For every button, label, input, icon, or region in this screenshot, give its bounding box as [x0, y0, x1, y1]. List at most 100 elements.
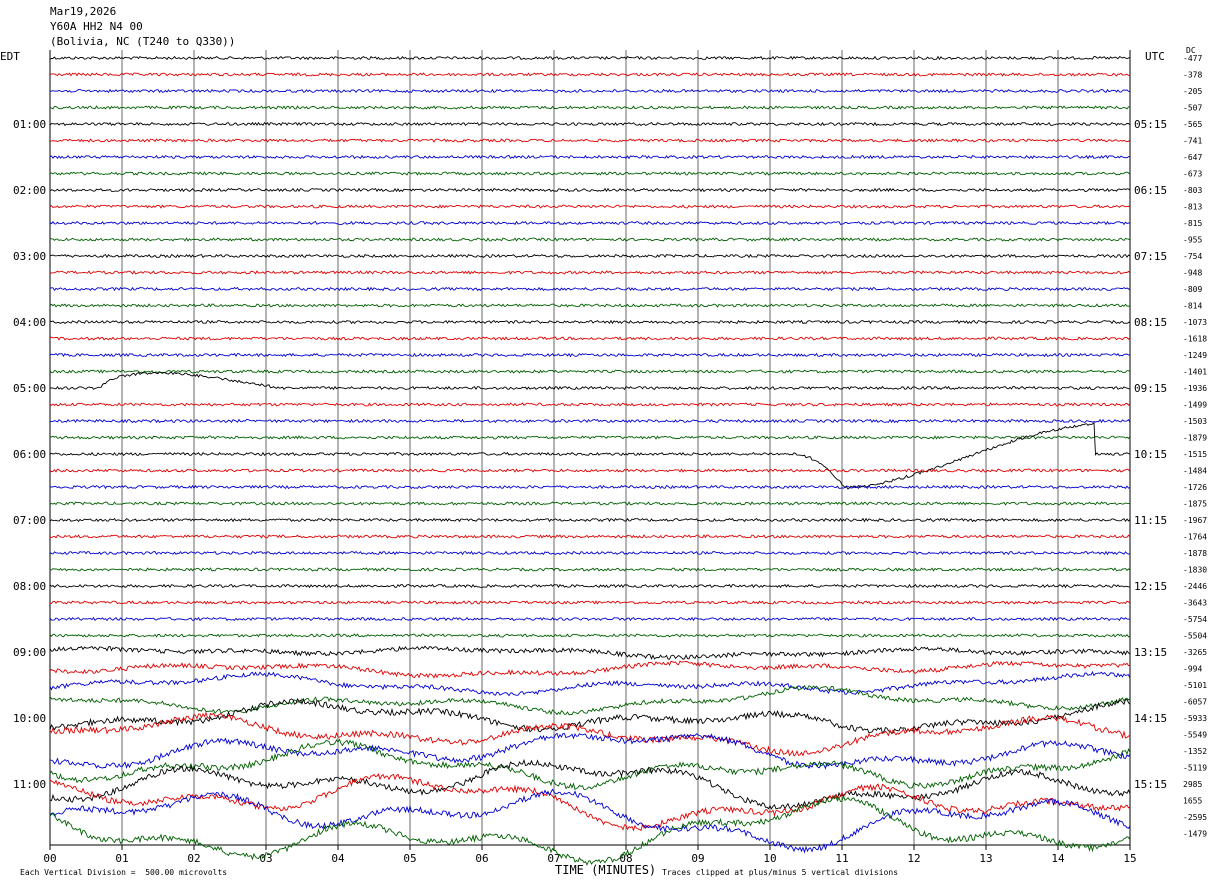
right-hour-label: 09:15 [1134, 382, 1167, 395]
trace-37 [49, 660, 1131, 679]
dc-offset-label: -5754 [1183, 615, 1207, 624]
trace-47 [49, 794, 1131, 867]
dc-offset-label: -948 [1183, 269, 1202, 278]
trace-11 [49, 237, 1131, 242]
trace-24 [49, 421, 1131, 490]
left-axis-title: EDT [0, 50, 20, 63]
dc-offset-label: -809 [1183, 285, 1202, 294]
dc-offset-label: -6057 [1183, 698, 1207, 707]
dc-offset-label: -815 [1183, 219, 1202, 228]
trace-28 [49, 517, 1131, 523]
header-date: Mar19,2026 [50, 5, 117, 18]
left-hour-label: 04:00 [13, 316, 46, 329]
x-tick-label: 06 [475, 852, 488, 865]
trace-1 [49, 72, 1131, 77]
trace-44 [49, 758, 1131, 811]
dc-offset-label: 1655 [1183, 797, 1202, 806]
right-axis-title: UTC [1145, 50, 1165, 63]
trace-16 [49, 319, 1131, 325]
dc-offset-label: -378 [1183, 71, 1202, 80]
dc-offset-label: -1764 [1183, 533, 1207, 542]
dc-offset-label: 2985 [1183, 780, 1202, 789]
trace-15 [49, 303, 1131, 308]
x-tick-label: 14 [1051, 852, 1065, 865]
trace-32 [49, 583, 1131, 589]
dc-offset-label: -205 [1183, 87, 1202, 96]
dc-offset-label: -5119 [1183, 764, 1207, 773]
left-hour-label: 03:00 [13, 250, 46, 263]
trace-33 [49, 600, 1131, 605]
x-tick-label: 03 [259, 852, 272, 865]
trace-6 [49, 154, 1131, 160]
dc-offset-label: -1515 [1183, 450, 1207, 459]
right-hour-label: 07:15 [1134, 250, 1167, 263]
left-hour-label: 10:00 [13, 712, 46, 725]
trace-7 [49, 171, 1131, 176]
dc-offset-label: -3265 [1183, 648, 1207, 657]
trace-18 [49, 352, 1131, 358]
trace-13 [49, 270, 1131, 275]
trace-36 [49, 645, 1131, 660]
trace-25 [49, 468, 1131, 473]
dc-offset-label: -1830 [1183, 566, 1207, 575]
trace-2 [49, 88, 1131, 94]
left-hour-label: 08:00 [13, 580, 46, 593]
trace-19 [49, 369, 1131, 374]
trace-38 [49, 670, 1131, 697]
dc-offset-label: -994 [1183, 665, 1202, 674]
trace-40 [49, 697, 1131, 735]
trace-30 [49, 550, 1131, 556]
x-axis-label: TIME (MINUTES) [555, 863, 657, 877]
x-tick-label: 11 [835, 852, 848, 865]
dc-offset-label: -1726 [1183, 483, 1207, 492]
left-hour-label: 09:00 [13, 646, 46, 659]
trace-26 [49, 484, 1131, 490]
scale-note: Each Vertical Division = 500.00 microvol… [20, 868, 228, 877]
left-hour-label: 07:00 [13, 514, 46, 527]
trace-31 [49, 567, 1131, 572]
right-hour-label: 15:15 [1134, 778, 1167, 791]
trace-3 [49, 105, 1131, 110]
dc-offset-label: -1967 [1183, 516, 1207, 525]
x-tick-label: 09 [691, 852, 704, 865]
x-tick-label: 10 [763, 852, 776, 865]
trace-34 [49, 616, 1131, 622]
x-tick-label: 07 [547, 852, 560, 865]
dc-offset-label: -1936 [1183, 384, 1207, 393]
dc-offset-label: -5549 [1183, 731, 1207, 740]
left-hour-label: 05:00 [13, 382, 46, 395]
dc-offset-label: -1073 [1183, 318, 1207, 327]
trace-23 [49, 435, 1131, 440]
trace-22 [49, 418, 1131, 424]
trace-0 [49, 55, 1131, 61]
right-hour-label: 12:15 [1134, 580, 1167, 593]
right-hour-label: 10:15 [1134, 448, 1167, 461]
right-hour-label: 14:15 [1134, 712, 1167, 725]
dc-offset-label: -1249 [1183, 351, 1207, 360]
clip-note: Traces clipped at plus/minus 5 vertical … [662, 868, 899, 877]
dc-offset-label: -813 [1183, 203, 1202, 212]
dc-offset-label: -2595 [1183, 813, 1207, 822]
dc-offset-label: -1878 [1183, 549, 1207, 558]
left-hour-label: 01:00 [13, 118, 46, 131]
trace-8 [49, 187, 1131, 193]
right-hour-label: 08:15 [1134, 316, 1167, 329]
dc-offset-label: -5504 [1183, 632, 1207, 641]
dc-offset-label: -673 [1183, 170, 1202, 179]
dc-offset-label: -507 [1183, 104, 1202, 113]
x-tick-label: 13 [979, 852, 992, 865]
dc-offset-label: -647 [1183, 153, 1202, 162]
x-tick-label: 12 [907, 852, 920, 865]
dc-offset-label: -2446 [1183, 582, 1207, 591]
dc-title: DC [1186, 46, 1196, 55]
dc-offset-label: -1618 [1183, 335, 1207, 344]
trace-4 [49, 121, 1131, 127]
x-tick-label: 04 [331, 852, 345, 865]
left-hour-label: 02:00 [13, 184, 46, 197]
trace-29 [49, 534, 1131, 539]
dc-offset-label: -1352 [1183, 747, 1207, 756]
trace-35 [49, 633, 1131, 638]
dc-offset-label: -477 [1183, 54, 1202, 63]
dc-offset-label: -1503 [1183, 417, 1207, 426]
